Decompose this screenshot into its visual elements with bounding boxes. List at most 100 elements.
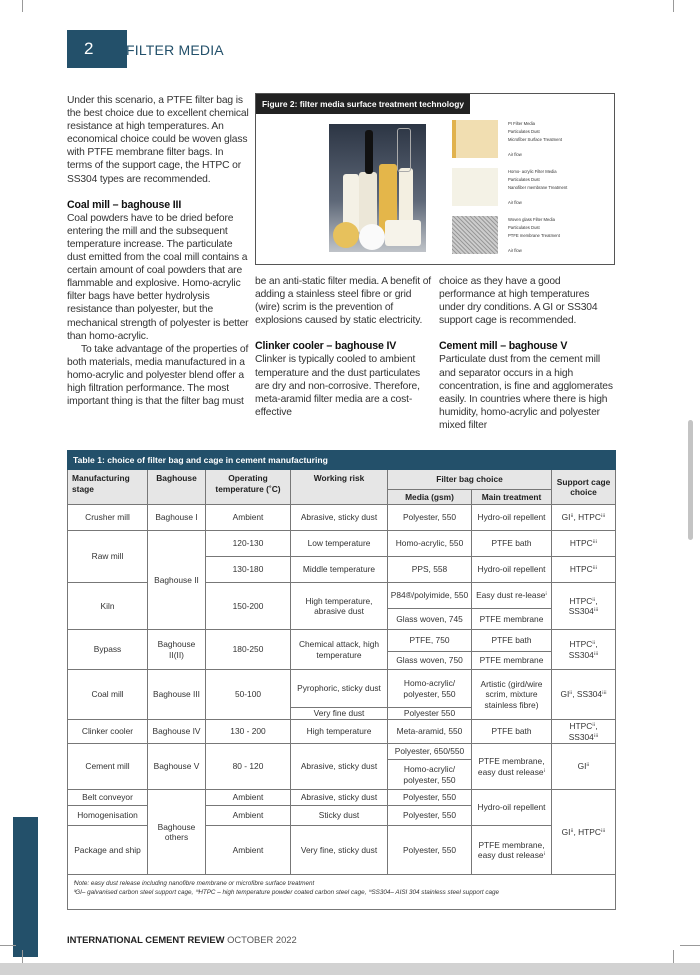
cell: Artistic (gird/wire scrim, mixture stain… [471,669,552,721]
table-row: Raw mill Baghouse II 120-130 Low temperatur… [67,530,617,631]
cell: Baghouse V [147,743,206,791]
cell: GIⁱⁱ, SS304ⁱⁱⁱ [550,669,617,721]
cell: PTFE bath [471,629,552,653]
page-number: 2 [84,39,94,58]
cell: Clinker cooler [67,719,148,745]
cell: Polyester, 550 [387,805,472,827]
cell: 50-100 [205,669,291,721]
cell: Abrasive, sticky dust [290,789,388,807]
cell: Polyester, 550 [387,504,472,532]
cell: Polyester, 550 [387,789,472,807]
table-notes: ⁱNote: easy dust release including nanof… [66,874,617,911]
cell: Pyrophoric, sticky dust [290,669,388,709]
cell: Polyester 550 [387,707,472,721]
cell: 180-250 [205,629,291,671]
publication-name: INTERNATIONAL CEMENT REVIEW [67,934,225,946]
crop-mark [22,950,23,963]
paragraph: To take advantage of the properties of b… [67,343,249,408]
woven-glass-media-diagram [452,216,498,254]
cell: Abrasive, sticky dust [290,504,388,532]
cell: Abrasive, sticky dust [290,743,388,791]
header-treatment: Main treatment [471,489,552,506]
cell: Meta-aramid, 550 [387,719,472,745]
cell: 80 - 120 [205,743,291,791]
cell: HTPCⁱⁱⁱ [550,530,617,558]
cell: High temperature, abrasive dust [290,582,388,631]
cell: Baghouse IV [147,719,206,745]
header-media: Media (gsm) [387,489,472,506]
cell: HTPCⁱⁱ, SS304ⁱⁱⁱ [550,629,617,671]
pi-media-diagram [452,120,498,158]
cell: PTFE membrane, easy dust releaseⁱ [471,743,552,791]
figure-caption: Figure 2: filter media surface treatment… [256,94,470,114]
cell: Hydro-oil repellent [471,504,552,532]
cell: PTFE bath [471,530,552,558]
cell: Homogenisation [67,805,148,827]
cell: Very fine, sticky dust [290,825,388,876]
filter-bags-photo [329,124,426,252]
page-number-box: 2 [67,30,127,68]
cell: Homo-acrylic, 550 [387,530,472,558]
header-filter-bag: Filter bag choice [387,469,552,491]
cell: Baghouse II(II) [147,629,206,671]
cell: Baghouse I [147,504,206,532]
cell: Ambient [205,825,291,876]
crop-mark [22,0,23,12]
note: ⁱⁱGI– galvanised carbon steel support ca… [73,889,500,897]
paragraph: Coal powders have to be dried before ent… [67,212,249,342]
page-body: Under this scenario, a PTFE filter bag i… [66,93,617,946]
cell: Homo-acrylic/ polyester, 550 [387,759,472,791]
cell: Polyester, 650/550 [387,743,472,761]
airflow-label: Air flow [508,152,522,157]
cell: Very fine dust [290,707,388,721]
cell: HTPCⁱⁱⁱ [550,556,617,584]
table-row: Kiln 150-200 High temperature, abrasive du… [67,582,617,631]
cell: Hydro-oil repellent [471,556,552,584]
cell: PTFE membrane [471,651,552,671]
layer-label: PI Filter Media Particulates Dust Microfib… [508,121,562,142]
cell: Package and ship [67,825,148,876]
cell: Ambient [205,805,291,827]
article-columns: Under this scenario, a PTFE filter bag i… [67,93,615,432]
crop-mark [680,945,700,946]
cell: Sticky dust [290,805,388,827]
table-row: Cement mill Baghouse V 80 - 120 Abrasive, s… [67,743,617,791]
decorative-bar [13,817,38,957]
text-column-2: be an anti-static filter media. A benefi… [255,275,433,432]
filter-bag-table: Table 1: choice of filter bag and cage i… [66,450,617,911]
cell: 120-130 [205,530,291,558]
text-column-1: Under this scenario, a PTFE filter bag i… [67,93,249,432]
header-temperature: Operating temperature (˚C) [205,469,291,506]
paragraph: be an anti-static filter media. A benefi… [255,276,431,327]
table-row: Homo-acrylic/ polyester, 550 [68,759,616,791]
cell: PTFE membrane, easy dust releaseⁱ [471,825,552,876]
airflow-label: Air flow [508,248,522,253]
cell: Bypass [67,629,148,671]
cell: 150-200 [205,582,291,631]
paragraph: choice as they have a good performance a… [439,276,598,327]
cell: 130-180 [205,556,291,584]
scrollbar[interactable] [688,420,693,540]
cell: GIⁱⁱ, HTPCⁱⁱⁱ [550,789,617,876]
table-row: Crusher mill Baghouse I Ambient Abrasive, s… [67,504,617,532]
paragraph: Clinker is typically cooled to ambient t… [255,354,421,418]
header-stage: Manufacturing stage [67,469,148,506]
cell: Easy dust re-leaseⁱ [471,582,552,610]
table-row: Coal mill Baghouse III 50-100 Pyrophoric, s… [67,669,617,721]
cell: HTPCⁱⁱ, SS304ⁱⁱⁱ [550,582,617,631]
cell: Hydro-oil repellent [471,789,552,827]
paragraph: Under this scenario, a PTFE filter bag i… [67,95,249,185]
cell: Coal mill [67,669,148,721]
table-row: Homogenisation Ambient Sticky dust Polyeste… [67,805,616,827]
cell: Belt conveyor [67,789,148,807]
table-row: Package and ship Ambient Very fine, sticky… [67,825,616,876]
crop-mark [0,945,16,946]
table-row: Bypass Baghouse II(II) 180-250 Chemical att… [67,629,617,671]
cell: Crusher mill [67,504,148,532]
header-risk: Working risk [290,469,388,506]
cell: PTFE membrane [471,608,552,631]
cell: 130 - 200 [205,719,291,745]
subheading-coal-mill: Coal mill – baghouse III [67,198,182,211]
header-cage: Support cage choice [550,469,617,506]
cell: High temperature [290,719,388,745]
